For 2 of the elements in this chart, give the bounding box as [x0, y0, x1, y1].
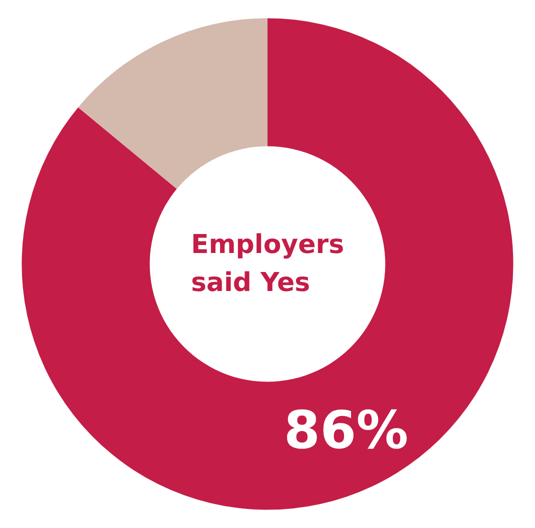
data-label: 86% — [284, 401, 408, 462]
text: Employers said Yes — [190, 230, 344, 298]
